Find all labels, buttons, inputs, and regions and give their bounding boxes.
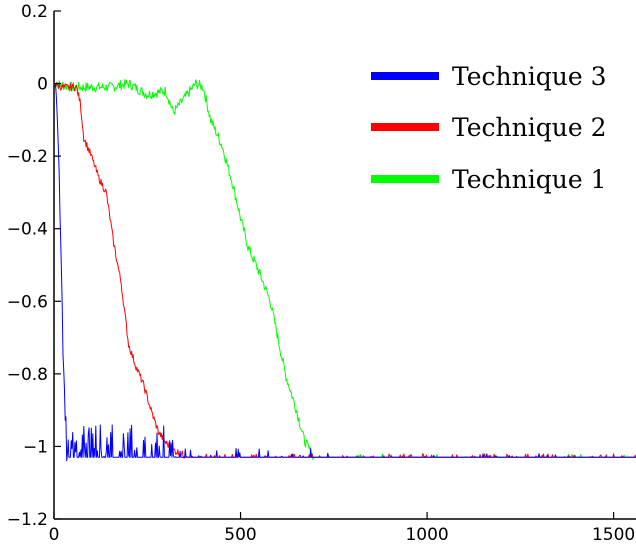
y-tick-label: −1: [23, 437, 48, 457]
x-tick-label: 0: [49, 525, 60, 545]
x-tick-label: 1000: [405, 525, 448, 545]
axes: [53, 11, 636, 520]
legend: Technique 3 Technique 2 Technique 1: [371, 62, 606, 194]
y-tick-label: −0.2: [7, 147, 48, 167]
legend-label: Technique 2: [452, 113, 606, 142]
ticks: 0.20−0.2−0.4−0.6−0.8−1−1.20 500 1000 1500: [7, 2, 636, 545]
series-line-technique-3: [53, 84, 636, 462]
y-tick-label: −0.4: [7, 220, 48, 240]
y-tick-label: −0.8: [7, 365, 48, 385]
y-tick-label: −1.2: [7, 510, 48, 530]
y-tick-label: −0.6: [7, 292, 48, 312]
y-tick-label: 0: [37, 75, 48, 95]
x-tick-label: 500: [224, 525, 256, 545]
legend-label: Technique 3: [452, 62, 606, 91]
x-tick-label: 1500: [592, 525, 635, 545]
legend-label: Technique 1: [452, 165, 606, 194]
y-tick-label: 0.2: [21, 2, 48, 22]
plot-lines: [53, 78, 636, 462]
